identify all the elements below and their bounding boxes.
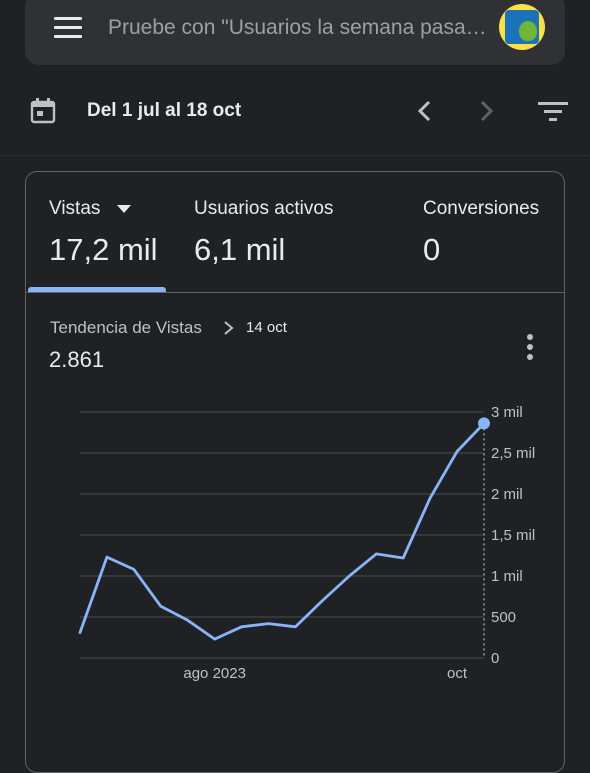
trend-date: 14 oct [246,319,287,336]
filter-icon[interactable] [537,99,569,125]
metric-tab-usuarios-activos[interactable]: Usuarios activos 6,1 mil [192,172,392,292]
menu-icon[interactable] [54,17,84,41]
calendar-icon[interactable] [30,98,56,124]
metric-label: Vistas [49,198,132,220]
metric-tab-conversiones[interactable]: Conversiones 0 [392,172,564,292]
search-bar[interactable]: Pruebe con "Usuarios la semana pasada" [25,0,565,65]
avatar-image [505,10,539,44]
more-vert-icon[interactable] [520,332,540,362]
chevron-left-icon[interactable] [410,96,440,126]
dropdown-arrow-icon[interactable] [116,204,132,214]
tabs-divider [26,292,564,293]
metric-value: 6,1 mil [194,232,286,267]
metric-label: Usuarios activos [194,198,334,219]
trend-title[interactable]: Tendencia de Vistas [50,318,202,337]
top-bar: Pruebe con "Usuarios la semana pasada" D… [0,0,590,155]
chevron-right-icon[interactable] [471,96,501,126]
active-tab-indicator [28,287,166,292]
chevron-right-icon [224,321,234,335]
metric-value: 0 [423,232,441,267]
metric-label: Conversiones [423,198,540,219]
date-range-label[interactable]: Del 1 jul al 18 oct [87,100,242,121]
metric-value: 17,2 mil [49,232,158,267]
avatar[interactable] [499,4,545,50]
header-divider [0,155,590,156]
trend-value: 2.861 [49,347,105,372]
metrics-card: Vistas 17,2 mil Usuarios activos 6,1 mil… [25,171,565,773]
search-input[interactable]: Pruebe con "Usuarios la semana pasada" [108,16,493,39]
metric-tab-vistas[interactable]: Vistas 17,2 mil [26,172,192,292]
date-range-row: Del 1 jul al 18 oct [0,82,590,142]
